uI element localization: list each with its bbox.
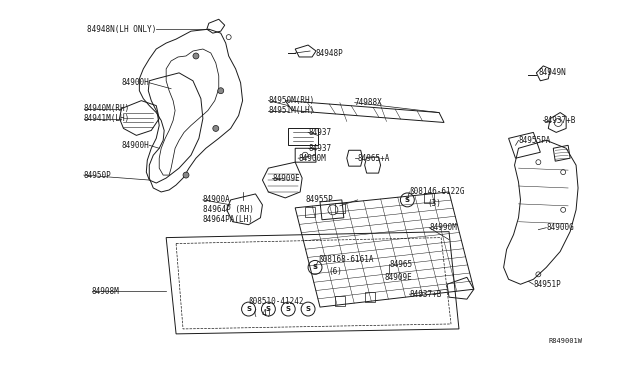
Text: S: S (285, 306, 291, 312)
Text: 74988X: 74988X (355, 98, 383, 107)
Text: 84949N: 84949N (538, 68, 566, 77)
Text: 84909E: 84909E (273, 174, 300, 183)
Text: 84950M(RH): 84950M(RH) (268, 96, 315, 105)
Text: ( 4): ( 4) (253, 308, 271, 318)
Text: 84900H: 84900H (122, 141, 149, 150)
Text: 84955PA: 84955PA (518, 136, 551, 145)
Circle shape (193, 53, 199, 59)
Text: 84965: 84965 (390, 260, 413, 269)
Text: 84965+A: 84965+A (358, 154, 390, 163)
Text: 84937+B: 84937+B (410, 290, 442, 299)
Circle shape (213, 125, 219, 131)
Text: 84955P: 84955P (305, 195, 333, 204)
Text: (3): (3) (427, 199, 441, 208)
Text: (6): (6) (328, 267, 342, 276)
Text: R849001W: R849001W (548, 338, 582, 344)
Text: ß08146-6122G: ß08146-6122G (410, 187, 465, 196)
Text: 84908M: 84908M (92, 287, 120, 296)
Text: 84951M(LH): 84951M(LH) (268, 106, 315, 115)
Text: 84964P (RH): 84964P (RH) (203, 205, 253, 214)
Text: 84900H: 84900H (122, 78, 149, 87)
Text: 84951P: 84951P (533, 280, 561, 289)
Text: 84937: 84937 (308, 144, 332, 153)
Text: 84948P: 84948P (315, 48, 343, 58)
Text: 84900A: 84900A (203, 195, 230, 204)
Text: 84964PA(LH): 84964PA(LH) (203, 215, 253, 224)
Text: 84937+B: 84937+B (543, 116, 576, 125)
Text: S: S (305, 306, 310, 312)
Circle shape (218, 88, 224, 94)
Text: 84950P: 84950P (84, 171, 111, 180)
Text: 84990M: 84990M (429, 223, 457, 232)
Text: 84940M(RH): 84940M(RH) (84, 104, 130, 113)
Text: S: S (312, 264, 317, 270)
Text: S: S (405, 197, 410, 203)
Text: 84941M(LH): 84941M(LH) (84, 114, 130, 123)
Text: S: S (246, 306, 251, 312)
Circle shape (183, 172, 189, 178)
Text: 84900G: 84900G (547, 223, 574, 232)
Text: ß08168-6161A: ß08168-6161A (318, 255, 374, 264)
Text: 84937: 84937 (308, 128, 332, 137)
Text: 84909E: 84909E (385, 273, 412, 282)
Text: 84948N(LH ONLY): 84948N(LH ONLY) (87, 25, 156, 34)
Text: ß08510-41242: ß08510-41242 (248, 296, 304, 306)
Text: S: S (266, 306, 271, 312)
Text: 84900M: 84900M (298, 154, 326, 163)
